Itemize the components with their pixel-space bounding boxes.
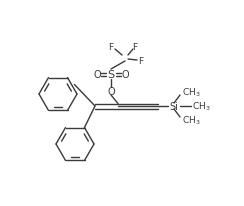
Text: Si: Si [170, 102, 178, 111]
Text: F: F [108, 43, 113, 52]
Text: F: F [138, 57, 143, 66]
Text: CH$_3$: CH$_3$ [182, 86, 201, 99]
Text: CH$_3$: CH$_3$ [182, 114, 201, 127]
Text: CH$_3$: CH$_3$ [192, 100, 211, 113]
Text: O: O [93, 70, 101, 80]
Text: F: F [132, 43, 138, 52]
Text: S: S [107, 70, 115, 80]
Text: O: O [107, 87, 115, 97]
Text: O: O [121, 70, 129, 80]
